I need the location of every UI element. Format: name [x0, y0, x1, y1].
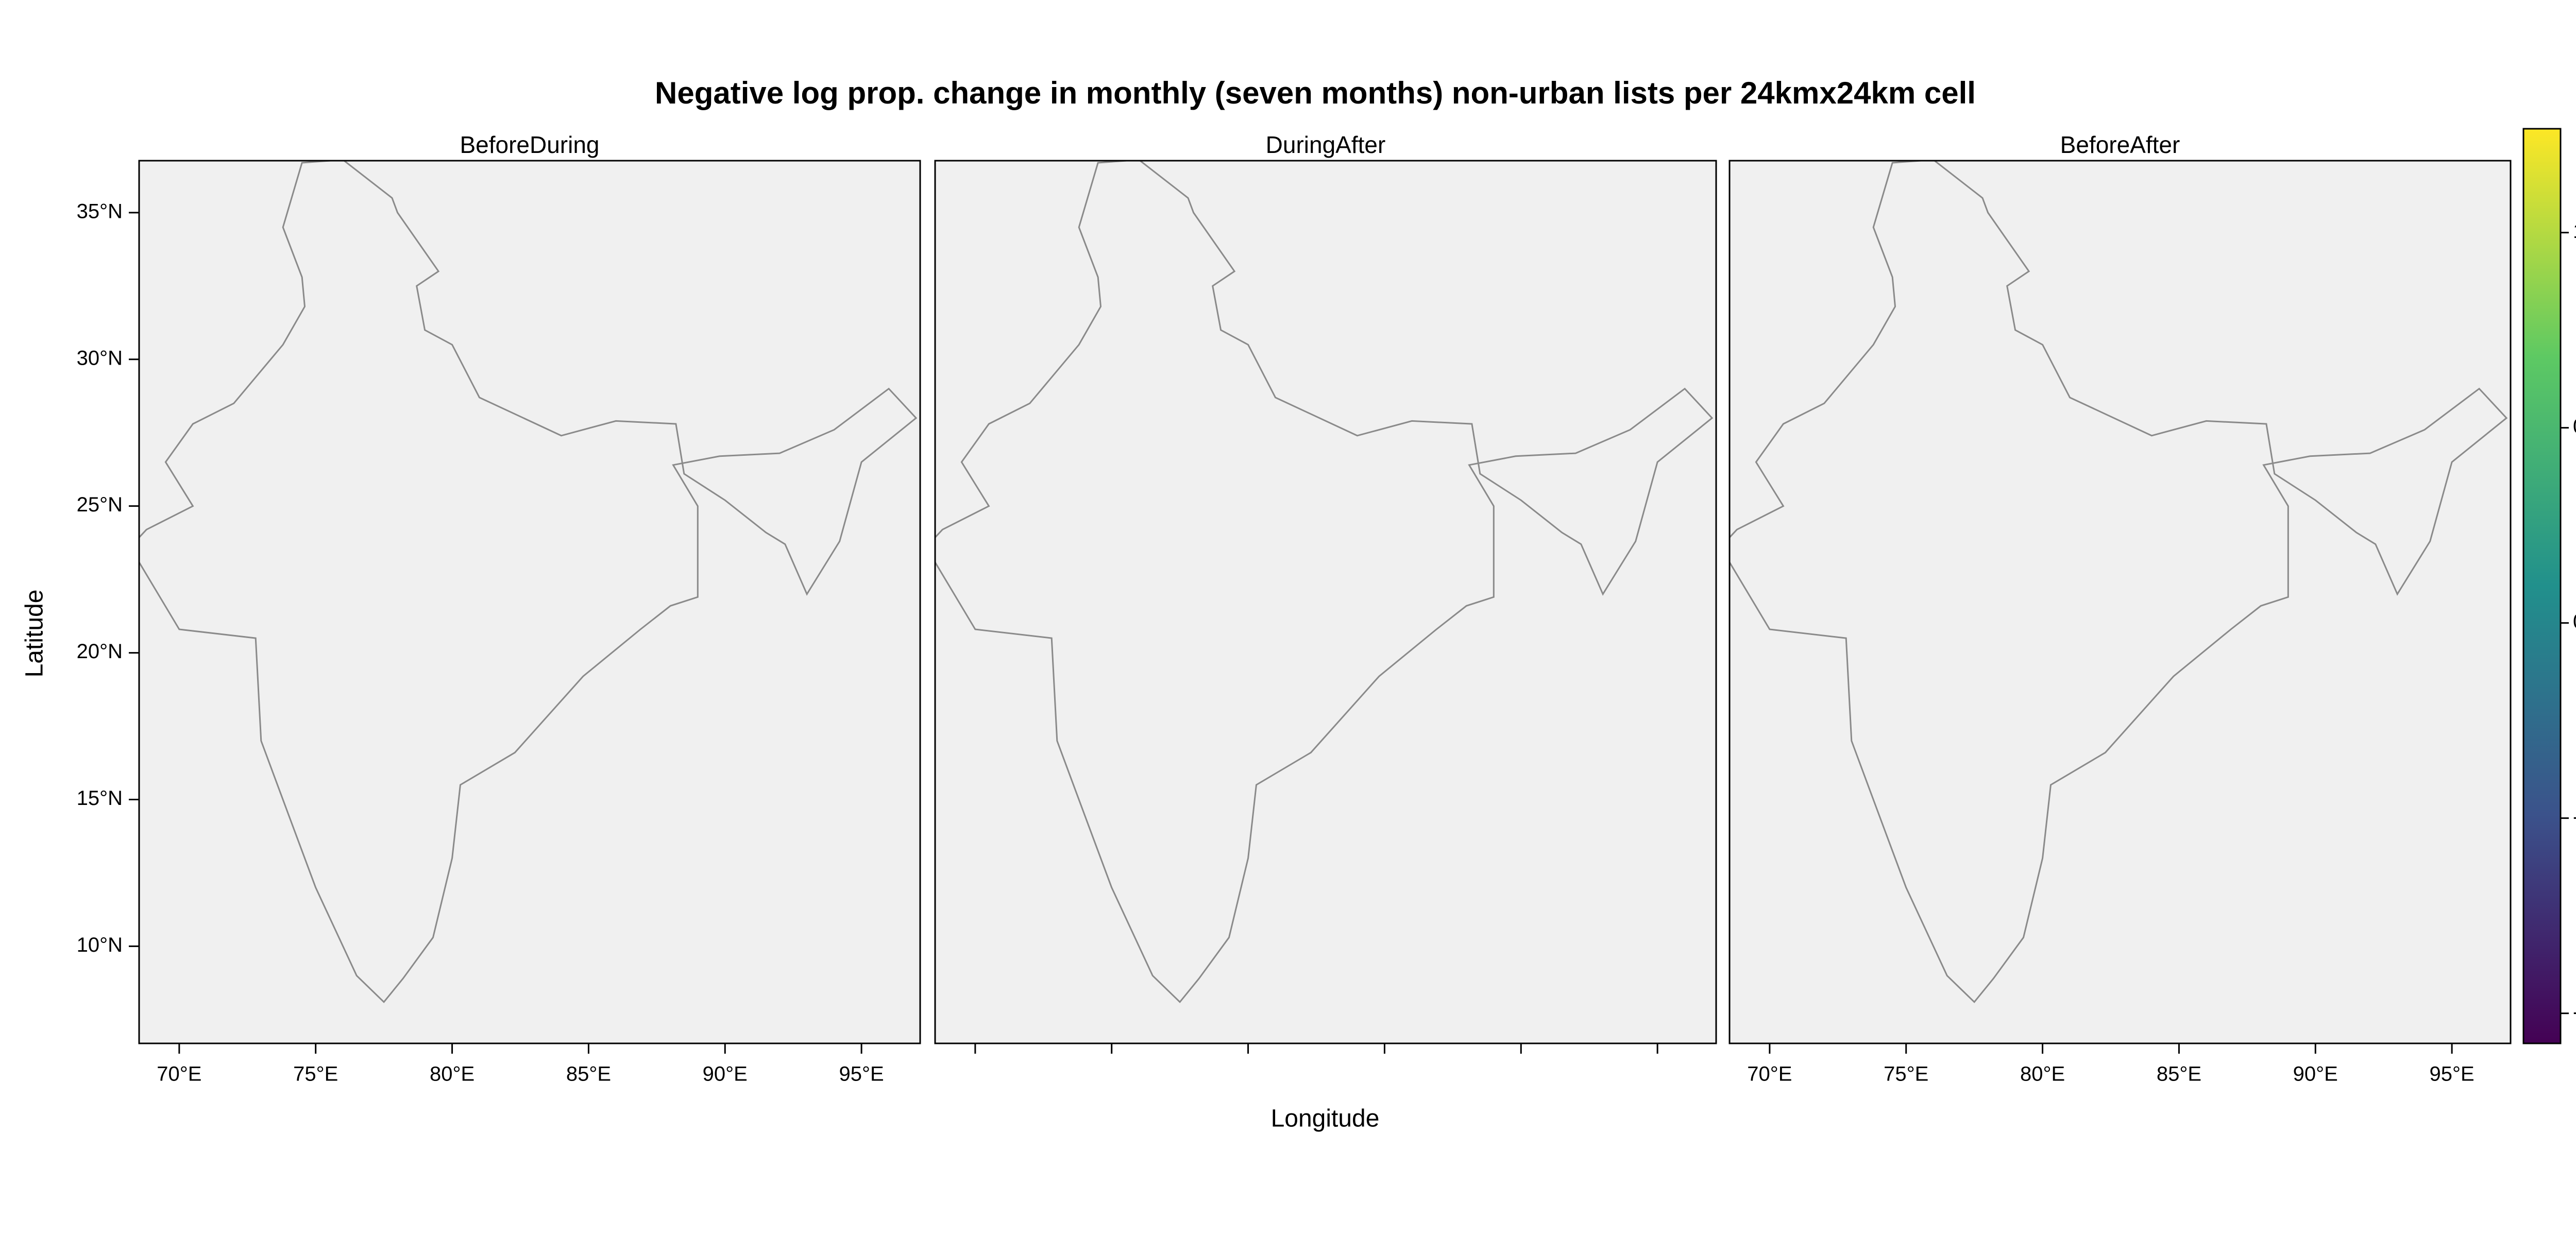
- colorbar: [2522, 128, 2562, 1044]
- panel-background: [139, 161, 920, 1043]
- y-tick-label: 30°N: [77, 347, 123, 369]
- y-tick-label: 20°N: [77, 640, 123, 663]
- panel-border: [934, 160, 1717, 1044]
- panel-background: [1730, 161, 2511, 1043]
- y-tick-label: 10°N: [77, 934, 123, 956]
- colorbar-tick-label: 1.0: [2573, 220, 2576, 243]
- colorbar-tick-label: 0.5: [2573, 415, 2576, 438]
- x-tick-label: 70°E: [1747, 1063, 1792, 1086]
- colorbar-tick-label: -1.0: [2573, 1001, 2576, 1023]
- x-axis-title: Longitude: [1271, 1105, 1380, 1132]
- map-layer: [139, 161, 918, 1003]
- colorbar-tick-label: -0.5: [2573, 805, 2576, 828]
- colorbar-tick-label: 0.0: [2573, 610, 2576, 633]
- x-tick-label: 90°E: [703, 1063, 748, 1086]
- panel-title: BeforeAfter: [2060, 131, 2180, 158]
- country-outline: [139, 161, 918, 1003]
- map-layer: [935, 161, 1714, 1003]
- x-tick-label: 70°E: [157, 1063, 201, 1086]
- x-tick-label: 90°E: [2293, 1063, 2338, 1086]
- x-tick-label: 85°E: [566, 1063, 611, 1086]
- x-tick-label: 95°E: [2430, 1063, 2475, 1086]
- y-tick-label: 35°N: [77, 200, 123, 222]
- chart-title: Negative log prop. change in monthly (se…: [655, 76, 1976, 110]
- panel-background: [935, 161, 1716, 1043]
- panel-border: [1728, 160, 2512, 1044]
- panel-border: [138, 160, 921, 1044]
- panel-title: BeforeDuring: [460, 131, 599, 158]
- y-tick-label: 25°N: [77, 493, 123, 516]
- x-tick-label: 85°E: [2157, 1063, 2201, 1086]
- x-tick-label: 80°E: [430, 1063, 474, 1086]
- x-tick-label: 80°E: [2020, 1063, 2065, 1086]
- y-tick-label: 15°N: [77, 787, 123, 810]
- country-outline: [1730, 161, 2508, 1003]
- y-axis-title: Latitude: [21, 590, 48, 678]
- map-layer: [1730, 161, 2508, 1003]
- country-outline: [935, 161, 1714, 1003]
- x-tick-label: 95°E: [839, 1063, 884, 1086]
- x-tick-label: 75°E: [293, 1063, 338, 1086]
- x-tick-label: 75°E: [1884, 1063, 1928, 1086]
- panel-title: DuringAfter: [1266, 131, 1386, 158]
